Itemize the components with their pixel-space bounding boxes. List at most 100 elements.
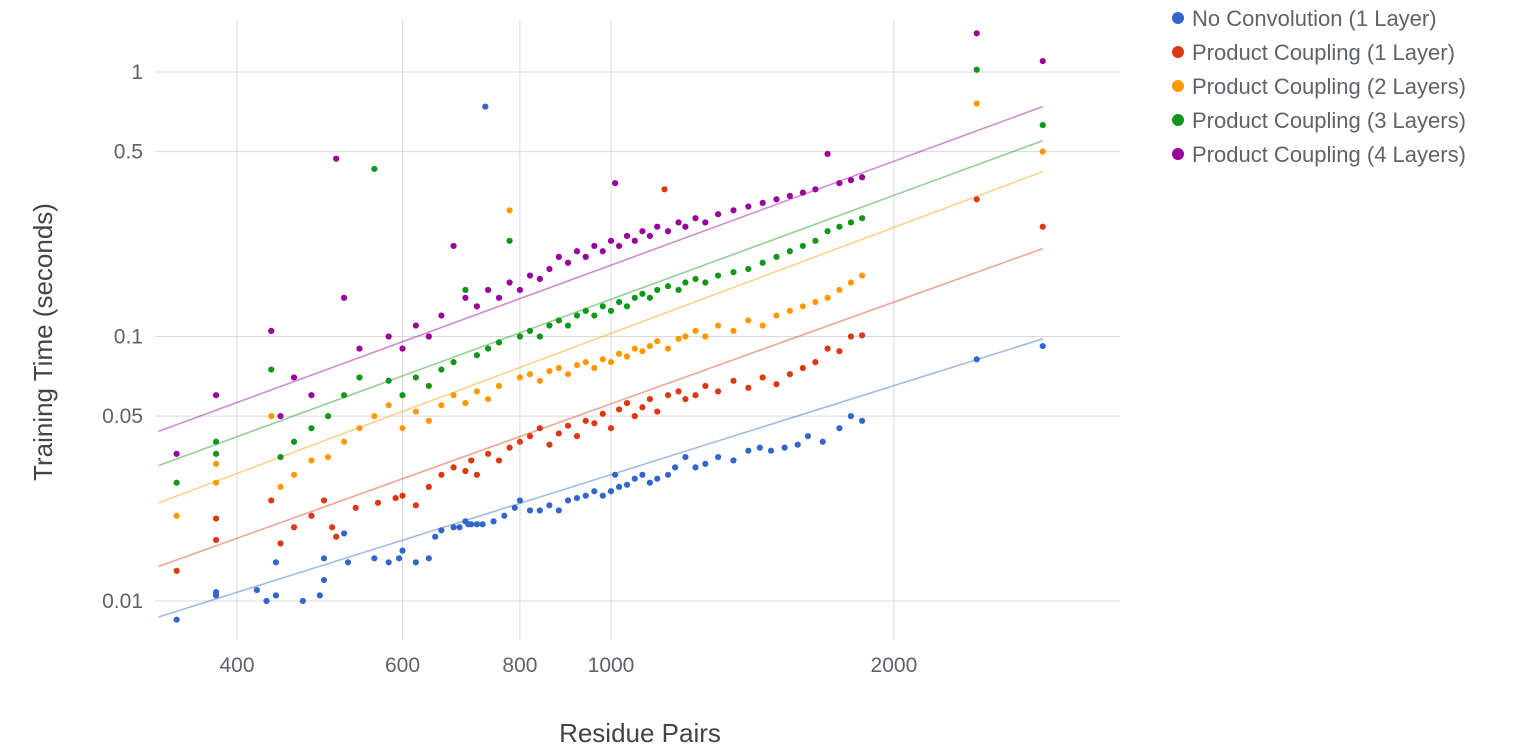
data-point xyxy=(212,536,220,544)
data-point xyxy=(773,253,780,260)
data-point xyxy=(399,392,406,399)
data-point xyxy=(745,447,752,454)
data-point xyxy=(631,237,638,244)
data-point xyxy=(973,356,980,363)
data-point xyxy=(555,507,562,514)
data-point xyxy=(392,494,399,502)
data-point xyxy=(340,294,348,301)
data-point xyxy=(573,494,581,502)
data-point xyxy=(272,559,280,566)
data-point xyxy=(607,307,615,314)
data-point xyxy=(308,392,315,399)
data-point xyxy=(277,453,284,461)
data-point xyxy=(473,388,481,395)
data-point xyxy=(495,294,503,301)
data-point xyxy=(623,400,631,407)
data-point xyxy=(607,237,615,244)
legend-label: Product Coupling (1 Layer) xyxy=(1192,40,1455,65)
data-point xyxy=(599,492,606,499)
data-point xyxy=(646,294,654,301)
data-point xyxy=(526,327,534,334)
data-point xyxy=(759,322,766,329)
data-point xyxy=(582,253,589,260)
data-point xyxy=(858,174,866,181)
data-point xyxy=(573,312,581,319)
data-point xyxy=(468,521,475,528)
data-point xyxy=(462,467,469,475)
data-point xyxy=(858,417,866,424)
data-point xyxy=(714,322,722,329)
data-point xyxy=(333,155,340,162)
data-point xyxy=(611,180,619,187)
data-point xyxy=(268,327,275,334)
data-point xyxy=(564,322,572,329)
data-point xyxy=(324,413,332,420)
data-point xyxy=(1039,342,1046,350)
data-point xyxy=(836,348,843,355)
data-point xyxy=(212,438,220,445)
data-point xyxy=(340,438,348,445)
data-point xyxy=(555,364,562,372)
data-point xyxy=(664,392,672,399)
legend: No Convolution (1 Layer) Product Coupling… xyxy=(1172,6,1466,167)
data-point xyxy=(714,388,722,395)
data-point xyxy=(661,186,668,193)
data-point xyxy=(425,483,432,491)
data-point xyxy=(759,259,766,266)
data-point xyxy=(812,186,819,193)
data-point xyxy=(450,464,457,471)
data-point xyxy=(824,150,831,158)
data-point xyxy=(623,303,631,310)
data-point xyxy=(473,471,481,478)
data-point xyxy=(484,286,492,294)
data-point xyxy=(819,438,826,445)
data-point xyxy=(473,521,481,528)
data-point xyxy=(399,547,406,554)
data-point xyxy=(786,371,793,378)
data-point xyxy=(591,420,598,427)
data-point xyxy=(654,338,661,345)
data-point xyxy=(482,103,489,110)
data-point xyxy=(682,223,689,230)
data-point xyxy=(623,353,631,360)
data-point xyxy=(438,312,445,319)
data-point xyxy=(290,524,298,531)
data-point xyxy=(702,219,709,226)
data-point xyxy=(654,475,661,482)
data-point xyxy=(173,479,180,486)
data-point xyxy=(308,425,315,432)
data-point xyxy=(536,507,543,514)
data-point xyxy=(773,312,780,319)
data-point xyxy=(692,464,699,471)
data-point xyxy=(438,402,445,409)
data-point xyxy=(212,392,220,399)
data-point xyxy=(277,413,284,420)
data-point xyxy=(623,481,631,488)
data-point xyxy=(399,492,406,499)
data-point xyxy=(340,530,348,537)
data-point xyxy=(582,359,589,366)
data-point xyxy=(546,441,553,448)
y-tick-label: 1 xyxy=(131,61,143,84)
data-point xyxy=(836,425,843,432)
trend-line xyxy=(158,139,1044,467)
x-tick-label: 600 xyxy=(385,654,420,677)
data-point xyxy=(745,265,752,273)
data-point xyxy=(516,497,524,504)
data-point xyxy=(212,589,220,596)
data-point xyxy=(412,408,419,415)
data-point xyxy=(799,303,806,310)
data-point xyxy=(272,592,280,599)
data-point xyxy=(450,242,457,250)
data-point xyxy=(654,286,661,294)
data-point xyxy=(582,492,589,499)
data-point xyxy=(847,279,855,286)
data-point xyxy=(847,413,855,420)
y-tick-label: 0.05 xyxy=(102,405,143,428)
tick-labels: 0.01 0.05 0.1 0.5 1 400 600 800 1000 2000 xyxy=(102,61,917,677)
data-point xyxy=(730,207,737,214)
data-point xyxy=(506,279,513,286)
x-tick-label: 2000 xyxy=(871,654,918,677)
data-point xyxy=(781,444,788,451)
